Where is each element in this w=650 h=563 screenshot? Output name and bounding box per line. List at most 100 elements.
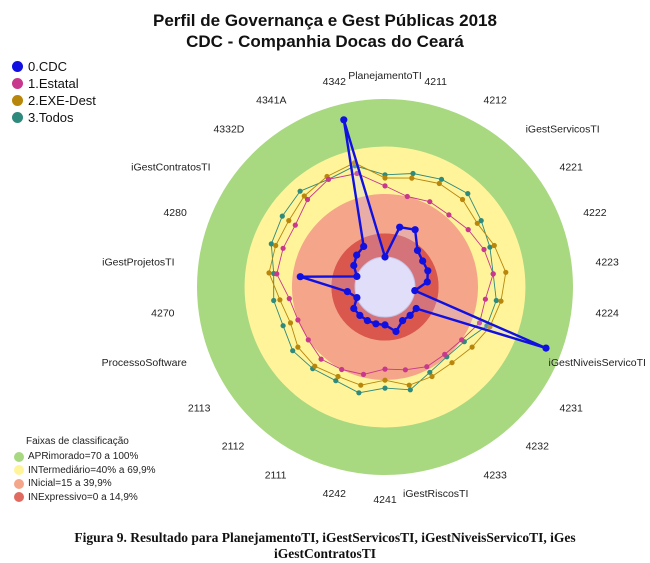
data-point-2-exe-dest — [335, 373, 341, 380]
data-point-0-cdc — [419, 257, 427, 265]
data-point-2-exe-dest — [295, 344, 301, 350]
data-point-3-todos — [493, 297, 499, 304]
data-point-2-exe-dest — [449, 360, 455, 366]
data-point-0-cdc — [406, 311, 414, 319]
data-point-0-cdc — [372, 320, 380, 328]
data-point-2-exe-dest — [287, 320, 294, 326]
data-point-3-todos — [290, 348, 296, 354]
category-label: iGestNiveisServicoTI — [549, 357, 646, 369]
data-point-2-exe-dest — [491, 242, 497, 249]
figure-caption: Figura 9. Resultado para PlanejamentoTI,… — [0, 530, 650, 562]
data-point-0-cdc — [343, 288, 351, 296]
data-point-0-cdc — [381, 253, 389, 261]
band-marker-icon — [14, 451, 24, 462]
caption-line1: Figura 9. Resultado para PlanejamentoTI,… — [74, 530, 576, 545]
data-point-0-cdc — [542, 344, 550, 352]
data-point-2-exe-dest — [429, 373, 435, 380]
data-point-1-estatal — [481, 246, 487, 253]
data-point-0-cdc — [411, 226, 419, 234]
data-point-3-todos — [280, 323, 286, 329]
data-point-3-todos — [333, 378, 339, 384]
legend-marker-icon — [12, 78, 23, 89]
data-point-3-todos — [487, 244, 493, 250]
data-point-0-cdc — [350, 261, 358, 270]
data-point-3-todos — [356, 390, 362, 396]
data-point-1-estatal — [424, 364, 430, 370]
data-point-2-exe-dest — [382, 377, 388, 383]
category-label: 4233 — [484, 470, 508, 482]
band-marker-icon — [14, 478, 24, 489]
data-point-1-estatal — [280, 245, 286, 251]
legend-item-cdc: 0.CDC — [12, 58, 96, 75]
caption-line2: iGestContratosTI — [274, 546, 376, 561]
data-point-0-cdc — [353, 294, 361, 302]
legend-marker-icon — [12, 95, 23, 106]
data-point-3-todos — [410, 170, 416, 177]
category-label: 4212 — [484, 94, 508, 106]
legend-label: 1.Estatal — [28, 76, 79, 91]
data-point-3-todos — [268, 241, 274, 247]
data-point-0-cdc — [423, 278, 431, 286]
series-layer — [266, 116, 550, 396]
category-label: 4342 — [323, 76, 347, 88]
data-point-1-estatal — [304, 196, 311, 203]
category-label: 4241 — [373, 494, 397, 506]
data-point-0-cdc — [424, 267, 432, 275]
category-label: 4231 — [560, 402, 584, 414]
category-label: 4332D — [213, 123, 244, 135]
data-point-2-exe-dest — [474, 220, 480, 226]
data-point-3-todos — [297, 188, 303, 194]
category-label: 4280 — [163, 207, 187, 219]
data-point-0-cdc — [411, 287, 419, 295]
category-label: 4341A — [256, 94, 286, 106]
data-point-2-exe-dest — [436, 180, 442, 187]
data-point-1-estatal — [482, 296, 488, 302]
data-point-2-exe-dest — [406, 382, 412, 388]
data-point-3-todos — [465, 191, 471, 197]
data-point-0-cdc — [353, 251, 361, 259]
data-point-1-estatal — [382, 366, 388, 372]
data-point-1-estatal — [339, 366, 345, 373]
data-point-1-estatal — [325, 176, 332, 182]
band-legend: Faixas de classificação APRimorado=70 a … — [14, 436, 156, 504]
data-point-2-exe-dest — [459, 196, 466, 203]
band-label: APRimorado=70 a 100% — [28, 451, 139, 463]
data-point-0-cdc — [392, 327, 400, 336]
data-point-1-estatal — [318, 356, 324, 362]
data-point-2-exe-dest — [273, 242, 279, 249]
data-point-0-cdc — [399, 317, 407, 325]
data-point-1-estatal — [442, 351, 448, 357]
data-point-1-estatal — [360, 371, 367, 377]
data-point-0-cdc — [396, 223, 404, 231]
category-label: 4224 — [596, 308, 620, 320]
data-point-2-exe-dest — [409, 175, 415, 181]
band-label: INicial=15 a 39,9% — [28, 478, 112, 490]
data-point-0-cdc — [340, 116, 348, 124]
category-label: 2111 — [265, 470, 287, 482]
data-point-3-todos — [271, 297, 277, 304]
data-point-3-todos — [407, 387, 413, 393]
category-label: iGestProjetosTI — [102, 256, 174, 268]
category-label: 2112 — [222, 441, 245, 453]
data-point-0-cdc — [350, 304, 358, 313]
band-label: INExpressivo=0 a 14,9% — [28, 491, 138, 503]
data-point-0-cdc — [412, 304, 420, 313]
data-point-0-cdc — [296, 273, 304, 281]
data-point-0-cdc — [363, 317, 371, 325]
category-label: iGestContratosTI — [131, 162, 210, 174]
data-point-1-estatal — [465, 227, 471, 233]
data-point-1-estatal — [446, 212, 452, 218]
category-label: 4221 — [560, 162, 584, 174]
data-point-1-estatal — [427, 199, 433, 205]
category-label: iGestRiscosTI — [403, 488, 468, 500]
category-label: PlanejamentoTI — [348, 70, 422, 82]
data-point-2-exe-dest — [277, 297, 283, 303]
data-point-1-estatal — [305, 337, 311, 343]
data-point-1-estatal — [402, 367, 408, 373]
legend-item-exe-dest: 2.EXE-Dest — [12, 92, 96, 109]
data-point-3-todos — [382, 385, 388, 391]
chart-title-line2: CDC - Companhia Docas do Ceará — [186, 32, 464, 51]
category-label: 4222 — [583, 207, 607, 219]
